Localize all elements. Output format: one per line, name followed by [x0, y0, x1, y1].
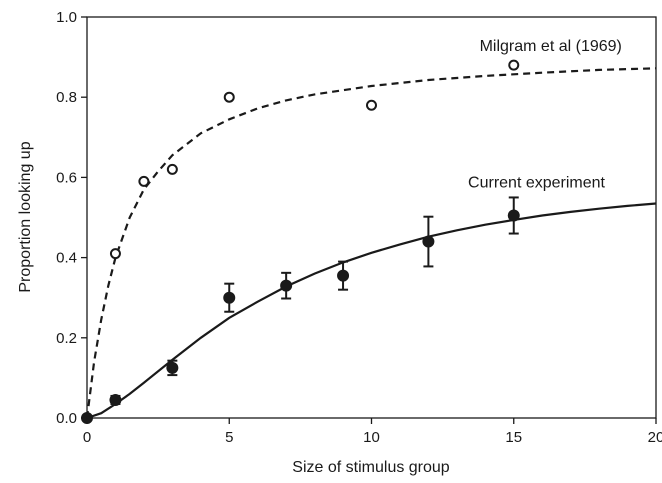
milgram-series-label: Milgram et al (1969)	[480, 38, 622, 55]
milgram-point	[138, 175, 150, 187]
current-point	[223, 291, 236, 304]
data-points	[81, 59, 520, 424]
plot-frame	[86, 16, 657, 419]
milgram-point	[508, 59, 520, 71]
current-point	[507, 209, 520, 222]
current-point	[337, 269, 350, 282]
x-tick-label: 10	[363, 429, 380, 446]
milgram-point	[366, 99, 377, 111]
y-tick-label: 0.2	[56, 330, 77, 347]
current-point	[166, 361, 179, 374]
y-axis-label: Proportion looking up	[17, 141, 34, 292]
current-point	[280, 279, 293, 292]
x-tick-label: 20	[648, 429, 662, 446]
y-tick-label: 0.4	[56, 250, 77, 267]
current-point	[422, 235, 435, 248]
current-series-label: Current experiment	[468, 174, 606, 191]
y-tick-label: 1.0	[56, 9, 77, 26]
y-tick-label: 0.6	[56, 169, 77, 186]
milgram-point	[109, 248, 121, 260]
series-annotations: Milgram et al (1969) Current experiment	[468, 38, 622, 191]
current-fit-curve	[86, 202, 657, 420]
milgram-point	[166, 163, 178, 175]
x-tick-label: 5	[225, 429, 233, 446]
x-axis-label: Size of stimulus group	[292, 459, 450, 476]
milgram-fit-curve	[85, 67, 657, 419]
axes: 0 5 10 15 20 0.0 0.2 0.4 0.6 0.8 1.0	[56, 9, 662, 446]
y-tick-label: 0.8	[56, 89, 77, 106]
x-tick-label: 0	[83, 429, 91, 446]
milgram-point	[223, 91, 235, 103]
x-tick-label: 15	[505, 429, 522, 446]
current-point	[109, 393, 122, 406]
y-tick-label: 0.0	[56, 410, 77, 427]
